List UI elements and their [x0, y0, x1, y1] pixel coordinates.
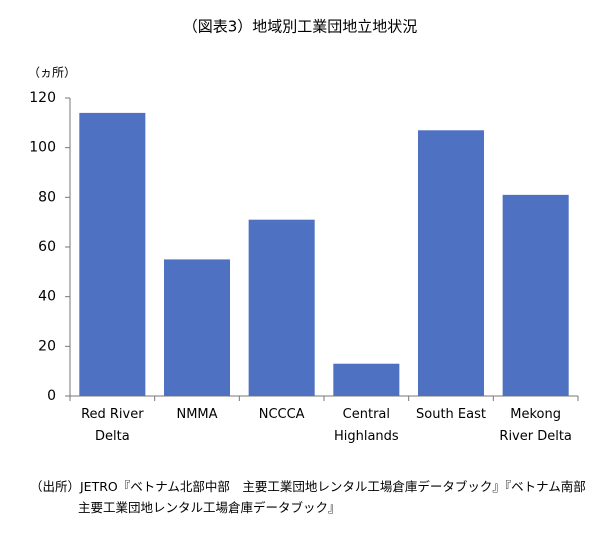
bar: [163, 259, 231, 396]
x-tick-label: NCCCA: [258, 407, 305, 422]
bar: [333, 363, 400, 396]
bar: [248, 219, 315, 396]
bar: [79, 112, 146, 397]
y-axis-label: （ヵ所）: [28, 66, 76, 80]
y-tick-label: 20: [38, 338, 56, 354]
bar: [417, 130, 485, 397]
y-tick-label: 80: [38, 189, 56, 205]
x-tick-label: Red River Delta: [81, 407, 144, 444]
y-tick-label: 60: [38, 239, 56, 255]
x-tick-label: Central Highlands: [333, 407, 399, 444]
x-tick-label: South East: [416, 407, 486, 422]
bar: [502, 194, 569, 396]
y-tick-label: 120: [29, 90, 56, 106]
x-tick-label: NMMA: [176, 407, 218, 422]
x-tick-label: Mekong River Delta: [499, 407, 572, 444]
y-tick-label: 0: [47, 388, 56, 404]
source-note: （出所）JETRO『ベトナム北部中部 主要工業団地レンタル工場倉庫データブック』…: [30, 479, 586, 515]
y-tick-label: 100: [29, 140, 56, 156]
chart-title: （図表3）地域別工業団地立地状況: [183, 18, 418, 36]
y-tick-label: 40: [38, 289, 56, 305]
